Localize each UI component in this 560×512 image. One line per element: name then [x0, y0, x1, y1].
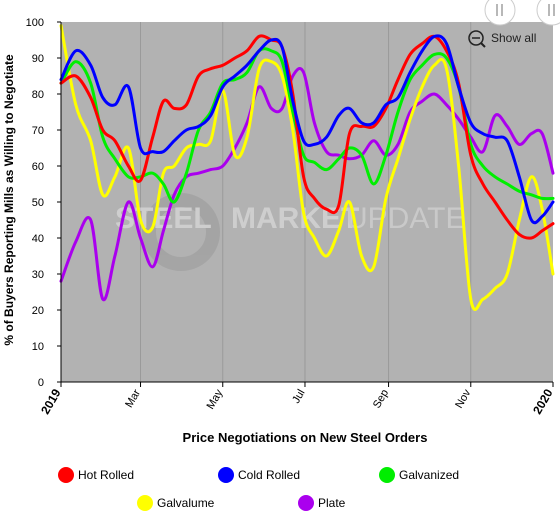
legend-item-galvanized[interactable]: Galvanized — [379, 467, 459, 483]
series-line-cold-rolled[interactable] — [59, 34, 555, 225]
y-tick-label: 10 — [32, 341, 44, 353]
legend-marker — [218, 467, 234, 483]
legend-label: Galvalume — [157, 496, 215, 510]
legend-label: Cold Rolled — [238, 468, 300, 482]
y-tick-label: 60 — [32, 161, 44, 173]
x-tick-label: Mar — [123, 387, 143, 410]
range-handle-right[interactable] — [536, 0, 560, 26]
x-axis-ticks: 2019 Mar May Jul Sep Nov 2020 — [38, 382, 556, 417]
y-tick-label: 30 — [32, 269, 44, 281]
legend-item-galvalume[interactable]: Galvalume — [137, 495, 215, 511]
y-tick-label: 0 — [38, 377, 44, 389]
show-all-label[interactable]: Show all — [491, 31, 536, 45]
series-line-plate[interactable] — [59, 67, 555, 302]
x-tick-label: Sep — [371, 388, 391, 411]
x-axis-title: Price Negotiations on New Steel Orders — [183, 430, 428, 445]
x-tick-label: Nov — [453, 387, 473, 410]
zoom-out-icon[interactable] — [468, 30, 484, 46]
show-all-button[interactable]: Show all — [468, 30, 536, 48]
legend-item-plate[interactable]: Plate — [298, 495, 346, 511]
zoom-out-icon-handle — [480, 42, 486, 48]
y-axis-ticks: 0 10 20 30 40 50 60 70 80 90 100 — [26, 17, 61, 389]
legend-marker — [298, 495, 314, 511]
legend: Hot Rolled Cold Rolled Galvanized Galvalume… — [58, 467, 459, 511]
legend-marker — [58, 467, 74, 483]
y-tick-label: 40 — [32, 233, 44, 245]
legend-label: Galvanized — [399, 468, 459, 482]
legend-label: Hot Rolled — [78, 468, 134, 482]
series-line-hot-rolled[interactable] — [59, 34, 555, 240]
x-tick-label: Jul — [290, 388, 307, 406]
x-tick-label: May — [205, 387, 226, 411]
y-tick-label: 50 — [32, 197, 44, 209]
y-tick-label: 80 — [32, 89, 44, 101]
legend-item-hot-rolled[interactable]: Hot Rolled — [58, 467, 134, 483]
y-tick-label: 20 — [32, 305, 44, 317]
series-line-galvalume[interactable] — [59, 24, 555, 311]
x-tick-label: 2020 — [530, 386, 556, 416]
legend-label: Plate — [318, 496, 346, 510]
range-handle-left[interactable] — [484, 0, 516, 26]
y-tick-label: 70 — [32, 125, 44, 137]
series-line-galvanized[interactable] — [59, 47, 555, 204]
legend-marker — [379, 467, 395, 483]
legend-item-cold-rolled[interactable]: Cold Rolled — [218, 467, 300, 483]
legend-marker — [137, 495, 153, 511]
y-tick-label: 100 — [26, 17, 44, 29]
x-tick-label: 2019 — [38, 386, 64, 416]
y-tick-label: 90 — [32, 53, 44, 65]
drag-handle-icon[interactable] — [484, 0, 516, 26]
y-axis-title: % of Buyers Reporting Mills as Willing t… — [2, 54, 16, 346]
watermark-text-update: UPDATE — [346, 202, 465, 235]
series-lines — [59, 24, 555, 311]
